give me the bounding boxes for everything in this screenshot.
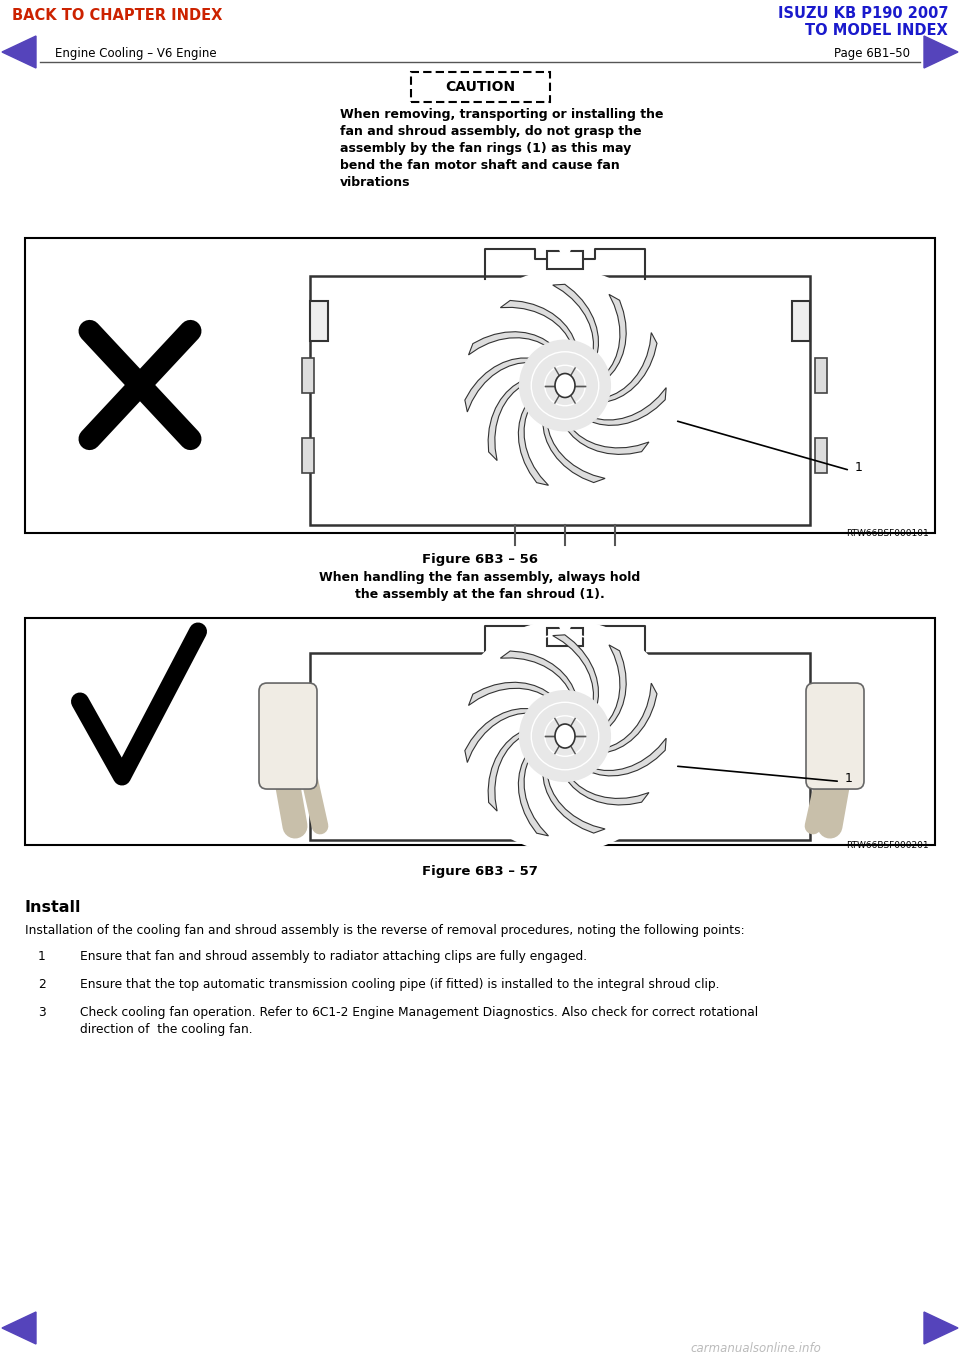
Polygon shape [468,331,550,354]
Text: Install: Install [25,900,82,915]
Ellipse shape [555,373,575,398]
Bar [815,689,827,722]
Polygon shape [607,333,657,402]
Bar [310,301,328,341]
Text: assembly by the fan rings (1) as this may: assembly by the fan rings (1) as this ma… [340,143,632,155]
Text: Engine Cooling – V6 Engine: Engine Cooling – V6 Engine [55,48,217,60]
Circle shape [450,621,680,851]
Polygon shape [591,387,666,425]
Bar [302,359,314,392]
Polygon shape [465,359,529,411]
Bar [547,251,583,269]
Text: Ensure that fan and shroud assembly to radiator attaching clips are fully engage: Ensure that fan and shroud assembly to r… [80,951,588,963]
Bar [25,618,935,845]
Circle shape [560,244,570,254]
Text: Ensure that the top automatic transmission cooling pipe (if fitted) is installed: Ensure that the top automatic transmissi… [80,978,719,991]
Text: Page 6B1–50: Page 6B1–50 [834,48,910,60]
Polygon shape [518,758,548,837]
Text: fan and shroud assembly, do not grasp the: fan and shroud assembly, do not grasp th… [340,125,641,139]
Circle shape [520,691,610,781]
Polygon shape [488,732,520,811]
Text: When handling the fan assembly, always hold: When handling the fan assembly, always h… [320,570,640,584]
Text: BACK TO CHAPTER INDEX: BACK TO CHAPTER INDEX [12,8,223,23]
Polygon shape [488,382,520,460]
Bar [815,359,827,392]
FancyBboxPatch shape [411,72,549,102]
Text: ISUZU KB P190 2007: ISUZU KB P190 2007 [778,5,948,20]
Text: Installation of the cooling fan and shroud assembly is the reverse of removal pr: Installation of the cooling fan and shro… [25,923,745,937]
Polygon shape [553,634,598,705]
Text: 2: 2 [38,978,46,991]
Circle shape [560,621,570,631]
Bar [25,238,935,532]
Bar [310,653,810,841]
Text: 1: 1 [845,771,852,785]
Polygon shape [468,682,550,705]
FancyBboxPatch shape [806,683,864,789]
Polygon shape [543,775,605,832]
Polygon shape [500,650,575,693]
Polygon shape [608,295,626,376]
Polygon shape [500,300,575,342]
Polygon shape [2,37,36,68]
Text: direction of  the cooling fan.: direction of the cooling fan. [80,1023,252,1036]
Text: RTW66BSF000201: RTW66BSF000201 [847,841,929,850]
Text: When removing, transporting or installing the: When removing, transporting or installin… [340,109,663,121]
Text: vibrations: vibrations [340,177,411,189]
Text: 1: 1 [38,951,46,963]
Ellipse shape [555,724,575,748]
Polygon shape [567,781,649,805]
Bar [302,689,314,722]
Polygon shape [543,425,605,482]
FancyBboxPatch shape [259,683,317,789]
Polygon shape [608,645,626,727]
Polygon shape [607,683,657,752]
Bar [302,439,314,473]
Bar [792,301,810,341]
Bar [310,276,810,526]
Text: the assembly at the fan shroud (1).: the assembly at the fan shroud (1). [355,588,605,602]
Text: TO MODEL INDEX: TO MODEL INDEX [805,23,948,38]
Text: Check cooling fan operation. Refer to 6C1-2 Engine Management Diagnostics. Also : Check cooling fan operation. Refer to 6C… [80,1006,758,1018]
Bar [815,439,827,473]
Polygon shape [553,284,598,354]
Polygon shape [465,709,529,762]
Polygon shape [518,406,548,485]
Circle shape [520,341,610,430]
Text: RTW66BSF000101: RTW66BSF000101 [847,530,929,538]
Polygon shape [924,37,958,68]
Text: Figure 6B3 – 57: Figure 6B3 – 57 [422,865,538,879]
Circle shape [450,270,680,501]
Polygon shape [591,739,666,775]
Text: 1: 1 [855,460,863,474]
Text: carmanualsonline.info: carmanualsonline.info [690,1342,821,1355]
Text: CAUTION: CAUTION [444,80,516,94]
Text: bend the fan motor shaft and cause fan: bend the fan motor shaft and cause fan [340,159,620,172]
Polygon shape [2,1312,36,1344]
Text: Figure 6B3 – 56: Figure 6B3 – 56 [422,553,538,566]
Polygon shape [567,429,649,455]
Bar [547,627,583,646]
Text: 3: 3 [38,1006,46,1018]
Polygon shape [924,1312,958,1344]
